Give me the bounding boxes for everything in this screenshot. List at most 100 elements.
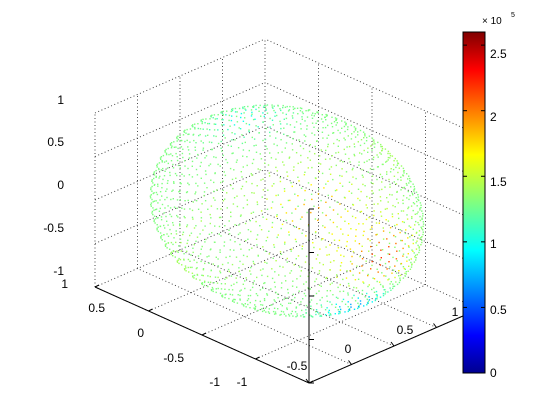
data-point bbox=[170, 198, 172, 201]
data-point bbox=[354, 300, 357, 302]
colorbar-exponent-power: 5 bbox=[511, 12, 515, 19]
data-point bbox=[379, 259, 382, 261]
data-point bbox=[219, 249, 221, 251]
data-point bbox=[299, 275, 302, 277]
data-point bbox=[311, 114, 313, 116]
data-point bbox=[387, 291, 389, 293]
data-point bbox=[299, 218, 302, 220]
data-point bbox=[326, 276, 328, 279]
data-point bbox=[176, 137, 178, 140]
colorbar-tick-label: 0.5 bbox=[490, 303, 507, 317]
data-point bbox=[377, 141, 379, 144]
data-point bbox=[260, 229, 263, 231]
data-point bbox=[413, 203, 416, 205]
data-point bbox=[246, 299, 249, 302]
data-point bbox=[422, 233, 424, 236]
data-point bbox=[165, 243, 167, 245]
data-point bbox=[402, 247, 404, 250]
data-point bbox=[246, 255, 248, 258]
data-point bbox=[210, 217, 212, 219]
data-point bbox=[217, 258, 219, 260]
data-point bbox=[386, 207, 388, 210]
data-point bbox=[396, 223, 398, 226]
data-point bbox=[202, 128, 204, 130]
data-point bbox=[335, 124, 337, 126]
data-point bbox=[361, 250, 363, 252]
data-point bbox=[172, 189, 174, 191]
data-point bbox=[200, 220, 202, 222]
data-point bbox=[403, 186, 406, 189]
data-point bbox=[292, 112, 295, 114]
data-point bbox=[211, 141, 213, 144]
data-point bbox=[366, 298, 368, 300]
data-point bbox=[328, 312, 330, 314]
data-point bbox=[304, 120, 306, 122]
data-point bbox=[205, 118, 207, 120]
data-point bbox=[161, 203, 164, 206]
data-point bbox=[269, 117, 271, 120]
data-point bbox=[329, 219, 331, 221]
data-point bbox=[281, 223, 284, 226]
data-point bbox=[228, 288, 230, 291]
data-point bbox=[156, 227, 158, 230]
data-point bbox=[222, 114, 224, 116]
data-point bbox=[400, 189, 402, 191]
data-point bbox=[220, 140, 222, 143]
data-point bbox=[398, 270, 400, 272]
data-point bbox=[287, 288, 289, 291]
data-point bbox=[327, 145, 329, 148]
data-point bbox=[204, 241, 206, 243]
data-point bbox=[169, 144, 172, 146]
data-point bbox=[222, 110, 224, 113]
data-point bbox=[267, 311, 270, 313]
data-point bbox=[153, 209, 155, 211]
data-point bbox=[229, 293, 231, 296]
data-point bbox=[191, 160, 194, 163]
data-point bbox=[325, 277, 327, 280]
data-point bbox=[328, 253, 330, 256]
data-point bbox=[172, 163, 174, 166]
z-tick-labels: 1 0.5 0 -0.5 -1 bbox=[43, 93, 64, 278]
data-point bbox=[152, 201, 154, 203]
data-point bbox=[328, 309, 330, 312]
data-point bbox=[251, 286, 254, 289]
data-point bbox=[198, 134, 200, 137]
data-point bbox=[330, 166, 333, 168]
colorbar-tick-labels: 0 0.5 1 1.5 2 2.5 bbox=[490, 47, 507, 380]
data-point bbox=[153, 177, 155, 180]
data-point bbox=[169, 171, 171, 174]
data-point bbox=[252, 106, 254, 108]
data-point bbox=[384, 289, 386, 291]
data-point bbox=[302, 147, 305, 150]
data-point bbox=[240, 188, 243, 190]
data-point bbox=[236, 302, 239, 304]
data-point bbox=[192, 218, 194, 220]
data-point bbox=[408, 259, 410, 261]
data-point bbox=[271, 277, 274, 280]
data-point bbox=[151, 212, 153, 214]
data-point bbox=[372, 182, 374, 185]
data-point bbox=[353, 155, 356, 157]
data-point bbox=[318, 170, 320, 173]
data-point bbox=[414, 213, 416, 215]
data-point bbox=[411, 263, 413, 265]
data-point bbox=[301, 245, 304, 247]
data-point bbox=[371, 149, 373, 151]
data-point bbox=[188, 271, 190, 273]
data-point bbox=[200, 120, 202, 122]
data-point bbox=[192, 201, 194, 203]
data-point bbox=[294, 193, 296, 195]
data-point bbox=[355, 127, 357, 130]
data-point bbox=[170, 241, 173, 244]
data-point bbox=[307, 182, 310, 184]
data-point bbox=[389, 157, 391, 159]
data-point bbox=[377, 203, 379, 205]
data-point bbox=[367, 273, 369, 276]
data-point bbox=[412, 250, 414, 252]
data-point bbox=[245, 277, 247, 279]
data-point bbox=[396, 160, 398, 162]
data-point bbox=[320, 314, 322, 317]
data-point bbox=[361, 174, 364, 176]
data-point bbox=[261, 310, 264, 313]
colorbar-ticks bbox=[463, 44, 485, 374]
